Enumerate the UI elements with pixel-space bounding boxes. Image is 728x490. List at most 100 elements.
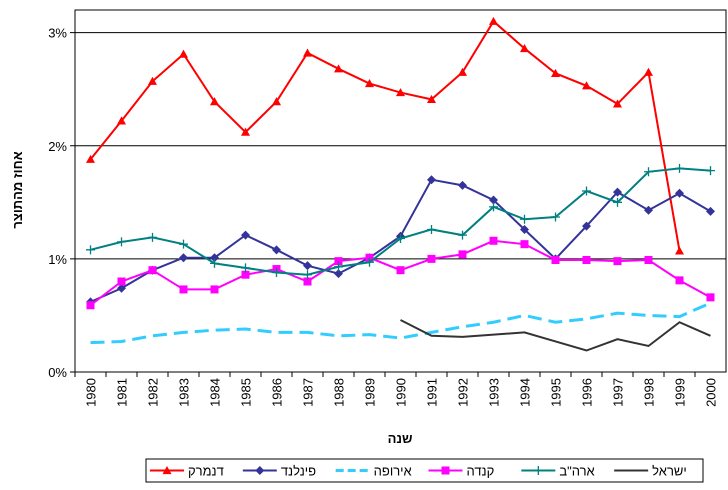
x-tick-label: 1997 — [611, 378, 626, 407]
y-axis-label: אחוז מהתוצר — [10, 151, 25, 228]
marker — [427, 254, 436, 263]
marker — [210, 253, 219, 263]
marker — [458, 180, 467, 190]
marker — [117, 237, 126, 247]
marker — [117, 277, 126, 286]
marker — [520, 240, 529, 249]
marker — [706, 166, 715, 176]
marker — [613, 187, 622, 197]
series-line — [89, 19, 681, 252]
marker — [148, 76, 157, 85]
marker — [489, 195, 498, 205]
marker — [458, 250, 467, 259]
marker — [613, 197, 622, 207]
marker — [427, 94, 436, 103]
x-tick-label: 1985 — [239, 378, 254, 407]
marker — [241, 263, 250, 273]
marker — [644, 256, 653, 265]
marker — [644, 205, 653, 215]
marker — [706, 293, 715, 302]
marker — [210, 258, 219, 268]
marker — [255, 466, 265, 475]
x-axis-label: שנה — [388, 431, 413, 446]
marker — [520, 214, 529, 224]
marker — [458, 230, 467, 240]
x-tick-label: 1993 — [487, 378, 502, 407]
marker — [489, 202, 498, 212]
marker — [396, 234, 405, 244]
y-tick-label: 0% — [48, 365, 67, 380]
y-tick-label: 1% — [48, 252, 67, 267]
y-tick-label: 2% — [48, 139, 67, 154]
x-tick-label: 1982 — [146, 378, 161, 407]
marker — [179, 285, 188, 294]
legend-label: דנמרק — [188, 464, 224, 479]
marker — [613, 99, 622, 108]
marker — [334, 262, 343, 272]
marker — [334, 64, 343, 73]
marker — [441, 466, 450, 475]
x-tick-label: 1990 — [394, 378, 409, 407]
marker — [427, 224, 436, 234]
marker — [675, 163, 684, 173]
marker — [675, 188, 684, 198]
marker — [272, 97, 281, 106]
marker — [396, 88, 405, 97]
marker — [210, 285, 219, 294]
marker — [365, 253, 374, 262]
marker — [241, 270, 250, 279]
marker — [582, 81, 591, 90]
marker — [533, 466, 543, 475]
marker — [458, 67, 467, 76]
marker — [334, 257, 343, 266]
marker — [148, 266, 157, 275]
marker — [272, 267, 281, 277]
series-line — [400, 319, 711, 352]
marker — [334, 269, 343, 279]
marker — [86, 245, 95, 255]
legend-label: אירופה — [374, 464, 412, 479]
x-tick-label: 1988 — [332, 378, 347, 407]
x-tick-label: 1995 — [549, 378, 564, 407]
marker — [520, 224, 529, 234]
x-tick-label: 1987 — [301, 378, 316, 407]
marker — [210, 97, 219, 106]
x-tick-label: 1992 — [456, 378, 471, 407]
marker — [86, 301, 95, 310]
marker — [582, 221, 591, 231]
legend-label: קנדה — [467, 464, 495, 479]
x-tick-label: 1996 — [580, 378, 595, 407]
marker — [706, 206, 715, 216]
marker — [272, 245, 281, 255]
marker — [396, 266, 405, 275]
marker — [179, 239, 188, 249]
x-tick-label: 1999 — [673, 378, 688, 407]
x-tick-label: 1984 — [208, 378, 223, 407]
marker — [179, 49, 188, 58]
marker — [179, 253, 188, 263]
legend-box — [145, 458, 704, 483]
marker — [582, 256, 591, 265]
legend: דנמרק פינלנד אירופה קנדה ארה"ב ישראל — [145, 458, 704, 483]
x-tick-label: 1986 — [270, 378, 285, 407]
marker — [613, 257, 622, 266]
marker — [162, 466, 172, 475]
marker — [582, 186, 591, 196]
x-tick-label: 1980 — [84, 378, 99, 407]
marker — [303, 270, 312, 280]
y-tick-label: 3% — [48, 26, 67, 41]
marker — [117, 283, 126, 293]
x-tick-label: 1991 — [425, 378, 440, 407]
marker — [520, 43, 529, 53]
x-tick-label: 1994 — [518, 378, 533, 407]
marker — [644, 67, 653, 76]
marker — [551, 212, 560, 222]
x-tick-label: 1989 — [363, 378, 378, 407]
marker — [551, 68, 560, 77]
legend-label: פינלנד — [281, 464, 316, 479]
legend-label: ישראל — [652, 464, 687, 479]
marker — [241, 230, 250, 240]
marker — [675, 246, 684, 255]
x-tick-label: 2000 — [704, 378, 719, 407]
